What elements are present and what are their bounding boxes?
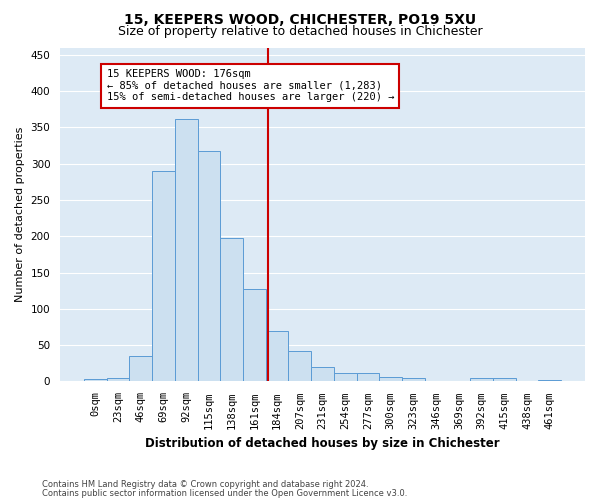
Text: Contains HM Land Registry data © Crown copyright and database right 2024.: Contains HM Land Registry data © Crown c… — [42, 480, 368, 489]
Bar — [379, 377, 402, 382]
Text: Contains public sector information licensed under the Open Government Licence v3: Contains public sector information licen… — [42, 488, 407, 498]
Bar — [515, 380, 538, 382]
Text: 15 KEEPERS WOOD: 176sqm
← 85% of detached houses are smaller (1,283)
15% of semi: 15 KEEPERS WOOD: 176sqm ← 85% of detache… — [107, 70, 394, 102]
Bar — [470, 378, 493, 382]
Bar — [289, 351, 311, 382]
Bar — [356, 374, 379, 382]
Bar — [334, 374, 356, 382]
Bar — [448, 380, 470, 382]
Bar — [197, 152, 220, 382]
Bar — [266, 330, 289, 382]
X-axis label: Distribution of detached houses by size in Chichester: Distribution of detached houses by size … — [145, 437, 500, 450]
Bar — [220, 238, 243, 382]
Bar — [425, 380, 448, 382]
Bar — [107, 378, 130, 382]
Bar — [311, 367, 334, 382]
Bar — [493, 378, 515, 382]
Bar — [84, 380, 107, 382]
Bar — [130, 356, 152, 382]
Text: 15, KEEPERS WOOD, CHICHESTER, PO19 5XU: 15, KEEPERS WOOD, CHICHESTER, PO19 5XU — [124, 12, 476, 26]
Y-axis label: Number of detached properties: Number of detached properties — [15, 127, 25, 302]
Bar — [538, 380, 561, 382]
Bar — [402, 378, 425, 382]
Bar — [152, 171, 175, 382]
Bar — [175, 118, 197, 382]
Text: Size of property relative to detached houses in Chichester: Size of property relative to detached ho… — [118, 25, 482, 38]
Bar — [243, 288, 266, 382]
